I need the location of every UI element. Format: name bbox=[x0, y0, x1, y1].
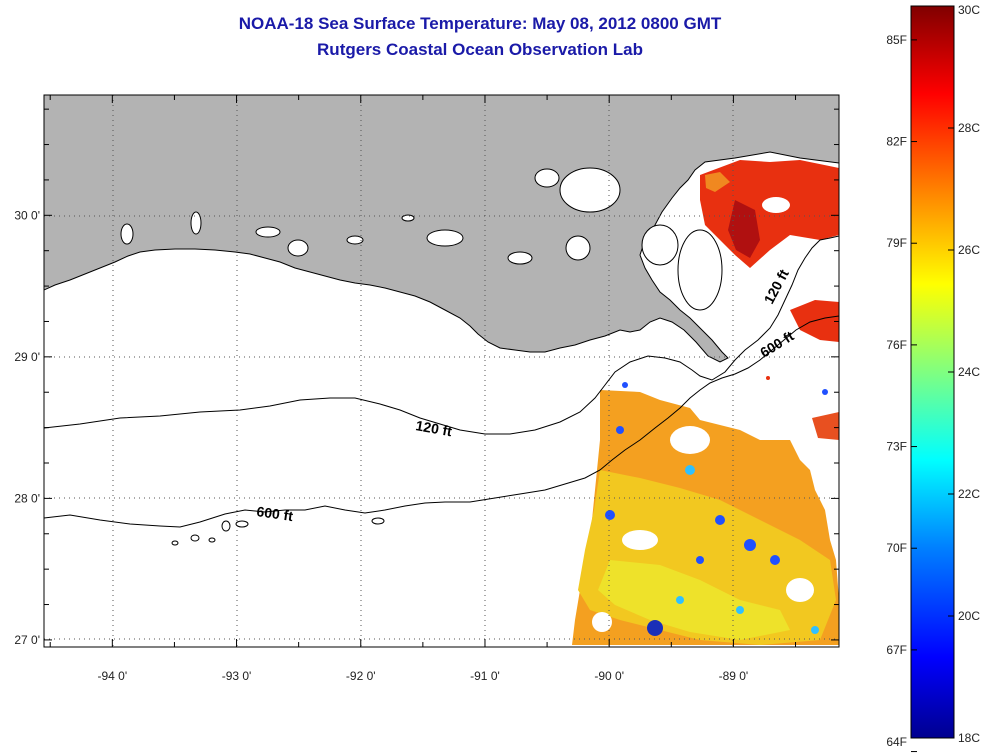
lake-sabine bbox=[120, 223, 134, 245]
map-border bbox=[43, 94, 840, 648]
contour-islet bbox=[221, 520, 231, 532]
lon-tick-label: -92 0' bbox=[346, 669, 376, 683]
bay-atchafalaya bbox=[426, 229, 464, 247]
lake-terrebonne bbox=[507, 251, 533, 265]
colorbar-label-fahrenheit: 70F bbox=[886, 541, 907, 555]
colorbar-label-celsius: 22C bbox=[958, 487, 980, 501]
sst-patch-northeast bbox=[700, 160, 839, 440]
sst-patch-south bbox=[572, 382, 839, 645]
map-title: NOAA-18 Sea Surface Temperature: May 08,… bbox=[238, 14, 722, 33]
lon-tick-label: -90 0' bbox=[594, 669, 624, 683]
lake-pontchartrain bbox=[559, 167, 621, 213]
chandeleur-sound bbox=[677, 229, 723, 311]
colorbar-label-celsius: 26C bbox=[958, 243, 980, 257]
lake-small-1 bbox=[346, 235, 364, 245]
colorbar bbox=[910, 5, 955, 739]
lon-tick-label: -93 0' bbox=[222, 669, 252, 683]
map-subtitle: Rutgers Coastal Ocean Observation Lab bbox=[317, 40, 643, 59]
contour-islet bbox=[208, 537, 216, 543]
contour-islet bbox=[371, 517, 385, 525]
colorbar-label-fahrenheit: 76F bbox=[886, 338, 907, 352]
colorbar-label-celsius: 24C bbox=[958, 365, 980, 379]
contour-label-120-west: 120 ft bbox=[414, 417, 453, 439]
map-axes: -94 0' -93 0' -92 0' -91 0' -90 0' -89 0' 30 0… bbox=[14, 95, 839, 683]
colorbar-label-fahrenheit: 82F bbox=[886, 135, 907, 149]
lake-calcasieu bbox=[190, 211, 202, 235]
lon-tick-label: -89 0' bbox=[719, 669, 749, 683]
lat-tick-label: 30 0' bbox=[14, 208, 40, 222]
lake-grand bbox=[287, 239, 309, 257]
colorbar-labels: 30C 28C 26C 24C 22C 20C 18C 85F 82F 79F 76F 73F 70F 6… bbox=[886, 3, 980, 753]
contour-120ft bbox=[44, 235, 839, 435]
colorbar-label-celsius: 28C bbox=[958, 121, 980, 135]
lat-tick-label: 27 0' bbox=[14, 633, 40, 647]
contour-islet bbox=[190, 534, 200, 542]
contour-islet bbox=[171, 540, 179, 546]
contour-label-600-west: 600 ft bbox=[256, 503, 295, 524]
colorbar-label-celsius: 18C bbox=[958, 731, 980, 745]
colorbar-label-fahrenheit: 85F bbox=[886, 33, 907, 47]
contour-600ft bbox=[44, 315, 839, 528]
lake-maurepas bbox=[534, 168, 560, 188]
lake-small-2 bbox=[401, 214, 415, 222]
lake-salvador bbox=[565, 235, 591, 261]
contour-islet bbox=[235, 520, 249, 528]
colorbar-label-fahrenheit: 79F bbox=[886, 236, 907, 250]
lat-lon-grid bbox=[44, 95, 839, 647]
lon-tick-label: -91 0' bbox=[470, 669, 500, 683]
lat-tick-label: 28 0' bbox=[14, 491, 40, 505]
colorbar-label-celsius: 20C bbox=[958, 609, 980, 623]
colorbar-label-celsius: 30C bbox=[958, 3, 980, 17]
colorbar-label-fahrenheit: 73F bbox=[886, 440, 907, 454]
lake-white bbox=[255, 226, 281, 238]
colorbar-label-fahrenheit: 64F bbox=[886, 735, 907, 749]
breton-sound bbox=[641, 224, 679, 266]
colorbar-label-fahrenheit: 67F bbox=[886, 643, 907, 657]
lat-tick-label: 29 0' bbox=[14, 350, 40, 364]
lon-tick-label: -94 0' bbox=[97, 669, 127, 683]
